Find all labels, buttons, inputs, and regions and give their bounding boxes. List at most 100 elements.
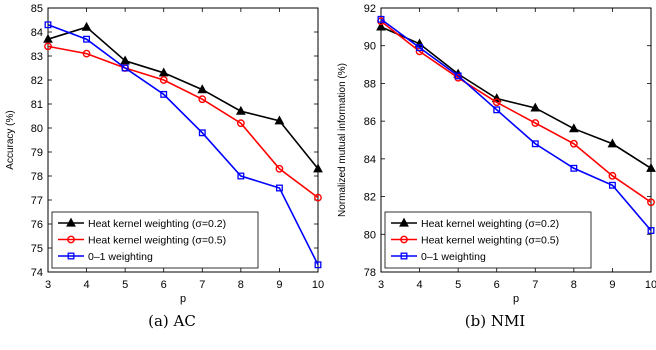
y-tick-label: 84 bbox=[364, 154, 376, 166]
data-point bbox=[236, 119, 245, 128]
y-tick-label: 80 bbox=[364, 229, 376, 241]
data-point bbox=[237, 172, 245, 180]
y-tick-label: 92 bbox=[364, 3, 376, 15]
legend-label: Heat kernel weighting (σ=0.2) bbox=[421, 218, 559, 230]
legend-box bbox=[51, 211, 259, 269]
x-tick-label: 3 bbox=[45, 279, 51, 291]
legend-marker bbox=[67, 252, 75, 260]
data-point bbox=[314, 261, 322, 269]
data-point bbox=[235, 105, 246, 115]
x-tick-label: 6 bbox=[161, 279, 167, 291]
y-tick-label: 84 bbox=[31, 27, 43, 39]
x-tick-label: 7 bbox=[199, 279, 205, 291]
data-point bbox=[83, 35, 91, 43]
data-point bbox=[647, 227, 655, 234]
data-point bbox=[44, 42, 52, 51]
y-tick-label: 75 bbox=[31, 243, 43, 255]
data-point bbox=[608, 171, 617, 180]
y-tick-label: 82 bbox=[364, 192, 376, 204]
legend-label: Heat kernel weighting (σ=0.5) bbox=[88, 235, 226, 247]
series-line bbox=[380, 18, 652, 232]
data-point bbox=[197, 84, 208, 94]
data-point bbox=[198, 95, 207, 104]
data-point bbox=[158, 67, 169, 77]
data-point bbox=[454, 72, 462, 80]
legend: Heat kernel weighting (σ=0.2) Heat kernel… bbox=[51, 211, 259, 269]
data-point bbox=[274, 115, 285, 125]
y-tick-label: 83 bbox=[31, 51, 43, 63]
x-tick-label: 4 bbox=[84, 279, 90, 291]
legend-marker bbox=[400, 252, 408, 260]
x-tick-label: 9 bbox=[276, 279, 282, 291]
y-tick-label: 74 bbox=[31, 267, 43, 279]
series-2 bbox=[44, 21, 322, 269]
data-point bbox=[120, 55, 131, 65]
y-tick-label: 79 bbox=[31, 147, 43, 159]
data-point bbox=[376, 21, 386, 31]
x-tick-label: 8 bbox=[571, 279, 577, 291]
legend-label: Heat kernel weighting (σ=0.2) bbox=[88, 218, 226, 230]
y-tick-label: 90 bbox=[364, 41, 376, 53]
data-point bbox=[647, 198, 655, 207]
data-point bbox=[275, 184, 283, 192]
x-tick-label: 8 bbox=[238, 279, 244, 291]
data-point bbox=[608, 181, 616, 189]
figure-caption: (a) AC bbox=[148, 312, 196, 330]
legend-marker bbox=[400, 235, 408, 244]
data-point bbox=[314, 193, 322, 202]
series-line bbox=[47, 45, 319, 199]
data-point bbox=[646, 162, 656, 172]
data-point bbox=[44, 21, 52, 29]
series-line bbox=[380, 20, 652, 203]
y-tick-label: 82 bbox=[31, 75, 43, 87]
y-tick-label: 78 bbox=[31, 171, 43, 183]
legend-label: 0–1 weighting bbox=[88, 251, 153, 263]
data-point bbox=[313, 163, 323, 173]
legend-label: 0–1 weighting bbox=[421, 251, 486, 263]
legend: Heat kernel weighting (σ=0.2) Heat kernel… bbox=[384, 211, 592, 269]
y-tick-label: 88 bbox=[364, 78, 376, 90]
y-tick-label: 78 bbox=[364, 267, 376, 279]
data-point bbox=[570, 164, 578, 172]
series-line bbox=[47, 24, 319, 266]
series-1 bbox=[44, 42, 322, 202]
x-tick-label: 3 bbox=[378, 279, 384, 291]
series-0 bbox=[43, 21, 323, 173]
legend-box bbox=[384, 211, 592, 269]
data-point bbox=[607, 138, 618, 148]
x-tick-label: 6 bbox=[494, 279, 500, 291]
data-point bbox=[43, 33, 53, 43]
y-tick-label: 81 bbox=[31, 99, 43, 111]
data-point bbox=[530, 102, 541, 112]
x-tick-label: 10 bbox=[645, 279, 656, 291]
data-point bbox=[198, 129, 206, 137]
data-point bbox=[569, 139, 578, 148]
x-tick-label: 7 bbox=[532, 279, 538, 291]
y-axis-label: Accuracy (%) bbox=[5, 110, 16, 169]
x-axis-label: p bbox=[180, 293, 186, 305]
y-tick-label: 86 bbox=[364, 116, 376, 128]
x-tick-label: 5 bbox=[455, 279, 461, 291]
x-tick-label: 5 bbox=[122, 279, 128, 291]
x-tick-label: 10 bbox=[312, 279, 324, 291]
data-point bbox=[531, 140, 539, 148]
y-axis-label: Normalized mutual information (%) bbox=[337, 63, 348, 217]
figure-caption: (b) NMI bbox=[465, 312, 526, 330]
y-tick-label: 76 bbox=[31, 219, 43, 231]
y-tick-label: 80 bbox=[31, 123, 43, 135]
legend-label: Heat kernel weighting (σ=0.5) bbox=[421, 235, 559, 247]
data-point bbox=[159, 76, 168, 84]
legend-marker bbox=[66, 217, 76, 227]
data-point bbox=[82, 49, 91, 58]
y-tick-label: 85 bbox=[31, 3, 43, 15]
legend-marker bbox=[67, 235, 75, 244]
data-point bbox=[568, 123, 579, 133]
data-point bbox=[121, 64, 129, 72]
data-point bbox=[160, 90, 168, 98]
data-point bbox=[377, 15, 385, 23]
series-2 bbox=[377, 15, 655, 234]
x-tick-label: 4 bbox=[417, 279, 423, 291]
